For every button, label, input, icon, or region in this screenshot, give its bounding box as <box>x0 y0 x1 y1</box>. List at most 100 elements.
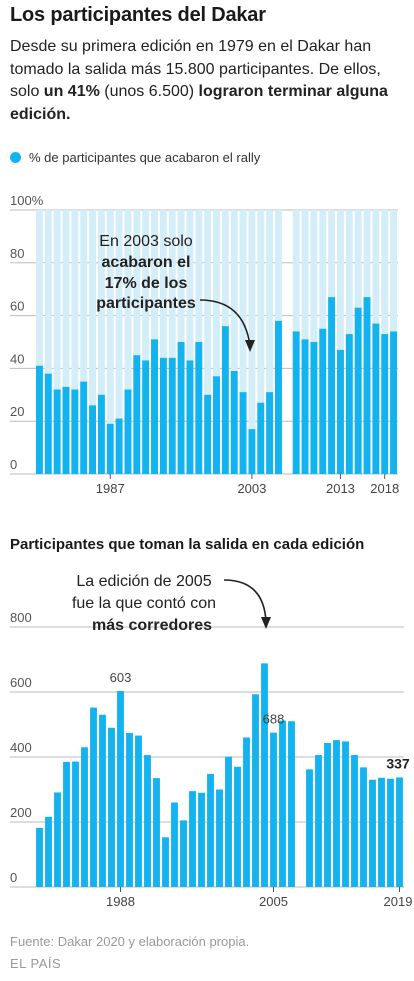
c1-ytick-label: 80 <box>10 246 24 261</box>
c2-bar-2003 <box>252 694 259 887</box>
c2-bar-1998 <box>207 773 214 887</box>
lead-text-1: Desde su primera edición en 1979 en el D… <box>10 38 381 100</box>
c2-bar-1984 <box>81 747 88 887</box>
c1-bar-1980 <box>44 373 52 474</box>
c2-bar-2017 <box>378 777 385 887</box>
c2-xtick-label: 2005 <box>259 894 288 909</box>
c2-xtick-label: 2019 <box>384 894 413 909</box>
c1-bar-2004 <box>257 402 265 474</box>
c2-bar-1986 <box>99 714 106 887</box>
c1-bg-bar <box>186 210 194 474</box>
annotation-2005-line1: La edición de 2005 <box>76 573 211 590</box>
legend-dot-icon <box>10 152 21 163</box>
c1-bar-1981 <box>53 389 61 474</box>
c1-bg-bar <box>336 210 344 474</box>
c1-bar-1994 <box>168 357 176 474</box>
c2-bar-1989 <box>126 732 133 887</box>
c1-bg-bar <box>230 210 238 474</box>
c2-bar-1994 <box>171 802 178 887</box>
c2-bar-1990 <box>135 735 142 887</box>
c1-bg-bar <box>124 210 132 474</box>
c1-bar-2019 <box>390 331 398 474</box>
c2-bar-1985 <box>90 707 97 887</box>
c2-bar-2001 <box>234 766 241 887</box>
annotation-2003-line1: En 2003 solo <box>99 233 193 250</box>
c1-bg-bar <box>53 210 61 474</box>
c1-bar-1995 <box>177 342 185 474</box>
c1-bar-2002 <box>239 392 247 474</box>
c2-ytick-label: 600 <box>10 675 32 690</box>
c2-value-label-1988: 603 <box>110 670 132 685</box>
c1-bg-bar <box>97 210 105 474</box>
c1-bar-1983 <box>71 389 79 474</box>
c1-bar-1997 <box>195 342 203 474</box>
c1-bar-2000 <box>221 326 229 474</box>
c1-ytick-label: 100% <box>10 193 44 208</box>
c1-bar-1988 <box>115 418 123 474</box>
c1-bar-1987 <box>106 423 114 474</box>
c1-xtick-label: 1987 <box>96 481 125 496</box>
c1-bar-1979 <box>35 365 43 474</box>
chart2-title: Participantes que toman la salida en cad… <box>10 536 365 553</box>
c2-bar-2000 <box>225 756 232 887</box>
c2-bar-2011 <box>324 743 331 887</box>
c2-bar-2010 <box>315 755 322 887</box>
chart1-legend: % de participantes que acabaron el rally <box>10 150 260 165</box>
c1-xtick-label: 2013 <box>326 481 355 496</box>
c1-bg-bar <box>71 210 79 474</box>
lead-text-2: (unos 6.500) <box>99 83 199 100</box>
c1-bg-bar <box>133 210 141 474</box>
c2-bar-2007 <box>288 721 295 887</box>
c2-bar-2006 <box>279 720 286 887</box>
c2-xtick-label: 1988 <box>106 894 135 909</box>
c1-bar-2005 <box>266 392 274 474</box>
annotation-2003-arrowhead <box>245 340 255 352</box>
annotation-2003-line2: acabaron el <box>102 254 191 271</box>
c1-bar-2016 <box>363 297 371 474</box>
c2-bar-2016 <box>369 779 376 887</box>
c1-xtick-label: 2003 <box>237 481 266 496</box>
c1-bar-2001 <box>230 371 238 474</box>
c1-bar-1990 <box>133 355 141 474</box>
c1-bg-bar <box>168 210 176 474</box>
c1-bar-1993 <box>159 357 167 474</box>
c2-bar-1996 <box>189 791 196 887</box>
lead-paragraph: Desde su primera edición en 1979 en el D… <box>10 36 410 126</box>
c1-bar-1985 <box>89 405 97 474</box>
c1-bg-bar <box>89 210 97 474</box>
c1-bg-bar <box>239 210 247 474</box>
lead-bold-2: lograron terminar alguna edición. <box>10 83 388 123</box>
brand-logo-text: EL PAÍS <box>10 956 62 971</box>
c2-bar-1981 <box>54 792 61 887</box>
c2-bar-1997 <box>198 792 205 887</box>
c2-value-label-2005: 688 <box>263 712 285 727</box>
c2-bar-1980 <box>45 816 52 887</box>
c2-bar-2013 <box>342 741 349 887</box>
c1-bg-bar <box>142 210 150 474</box>
c1-bg-bar <box>204 210 212 474</box>
c1-bar-1984 <box>80 381 88 474</box>
c1-bar-2014 <box>345 334 353 474</box>
c1-bar-2008 <box>292 331 300 474</box>
c1-ytick-label: 0 <box>10 457 17 472</box>
c1-bar-2018 <box>381 334 389 474</box>
c1-bar-2006 <box>275 320 282 474</box>
c1-bg-bar <box>257 210 265 474</box>
c2-ytick-label: 0 <box>10 870 17 885</box>
c2-bar-1979 <box>36 827 43 887</box>
annotation-2003-line4: participantes <box>96 295 196 312</box>
lead-bold-1: un 41% <box>43 83 100 100</box>
c2-ytick-label: 200 <box>10 805 32 820</box>
c1-bg-bar <box>106 210 114 474</box>
c1-xtick-label: 2018 <box>370 481 399 496</box>
c2-bar-1983 <box>72 761 79 887</box>
c2-bar-2005 <box>270 732 277 887</box>
annotation-2005-arrowhead <box>261 617 271 629</box>
c1-bar-2011 <box>319 328 327 474</box>
c1-bg-bar <box>80 210 88 474</box>
c1-bar-2003 <box>248 429 256 474</box>
annotation-2005-arrow <box>223 579 267 623</box>
c2-bar-2009 <box>306 769 313 887</box>
c1-ytick-label: 20 <box>10 404 24 419</box>
c2-bar-1999 <box>216 789 223 887</box>
